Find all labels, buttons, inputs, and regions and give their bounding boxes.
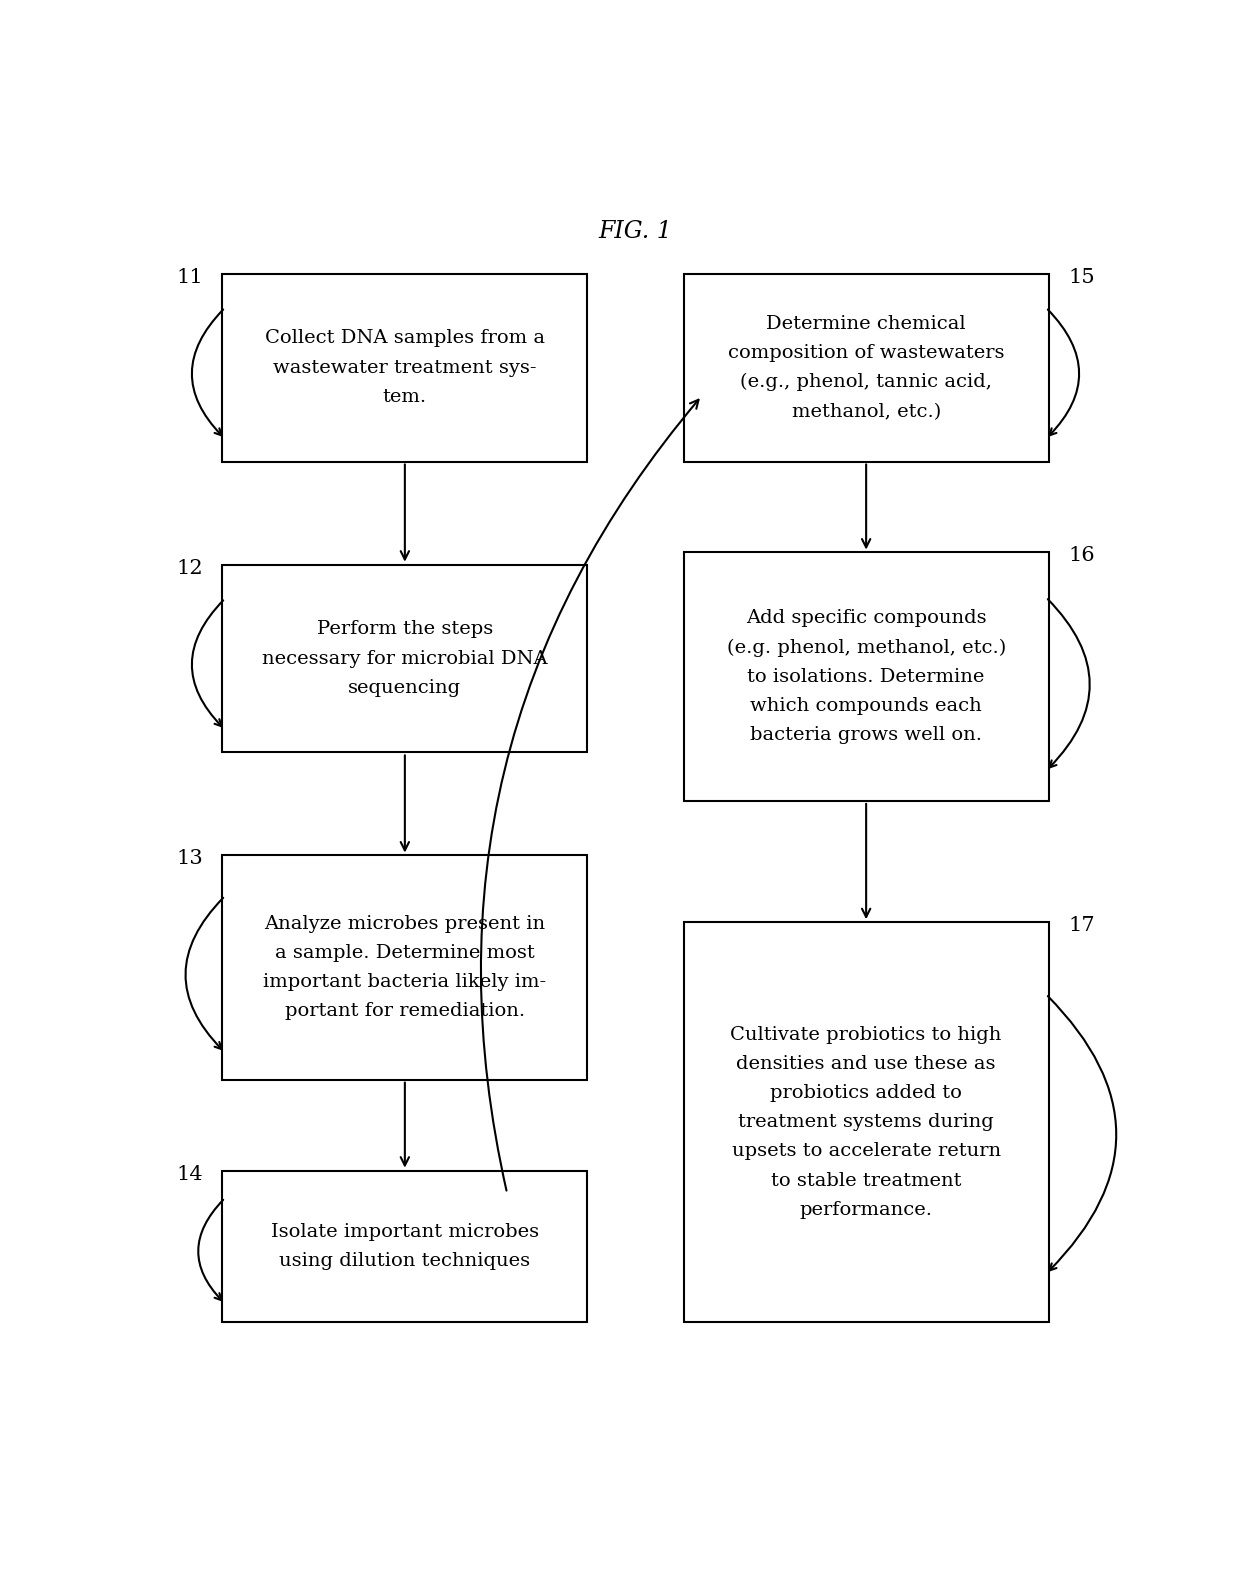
Bar — [222, 1171, 588, 1322]
Text: Collect DNA samples from a
wastewater treatment sys-
tem.: Collect DNA samples from a wastewater tr… — [265, 329, 544, 406]
FancyArrowPatch shape — [481, 400, 698, 1190]
Bar — [683, 552, 1049, 801]
Text: Analyze microbes present in
a sample. Determine most
important bacteria likely i: Analyze microbes present in a sample. De… — [263, 914, 547, 1020]
Bar — [222, 274, 588, 461]
Text: 14: 14 — [176, 1165, 203, 1184]
Text: Isolate important microbes
using dilution techniques: Isolate important microbes using dilutio… — [270, 1223, 539, 1270]
Text: Determine chemical
composition of wastewaters
(e.g., phenol, tannic acid,
methan: Determine chemical composition of wastew… — [728, 315, 1004, 420]
Text: Perform the steps
necessary for microbial DNA
sequencing: Perform the steps necessary for microbia… — [262, 620, 548, 697]
Text: 15: 15 — [1068, 268, 1095, 286]
Text: 11: 11 — [176, 268, 203, 286]
Text: FIG. 1: FIG. 1 — [599, 220, 672, 242]
Bar — [222, 856, 588, 1080]
Text: 12: 12 — [176, 559, 203, 578]
Text: Add specific compounds
(e.g. phenol, methanol, etc.)
to isolations. Determine
wh: Add specific compounds (e.g. phenol, met… — [727, 609, 1006, 745]
Text: Cultivate probiotics to high
densities and use these as
probiotics added to
trea: Cultivate probiotics to high densities a… — [730, 1026, 1002, 1218]
Bar — [683, 274, 1049, 461]
Bar — [683, 922, 1049, 1322]
Text: 16: 16 — [1068, 546, 1095, 565]
Text: 17: 17 — [1068, 916, 1095, 935]
Text: 13: 13 — [176, 850, 203, 869]
Bar — [222, 565, 588, 752]
